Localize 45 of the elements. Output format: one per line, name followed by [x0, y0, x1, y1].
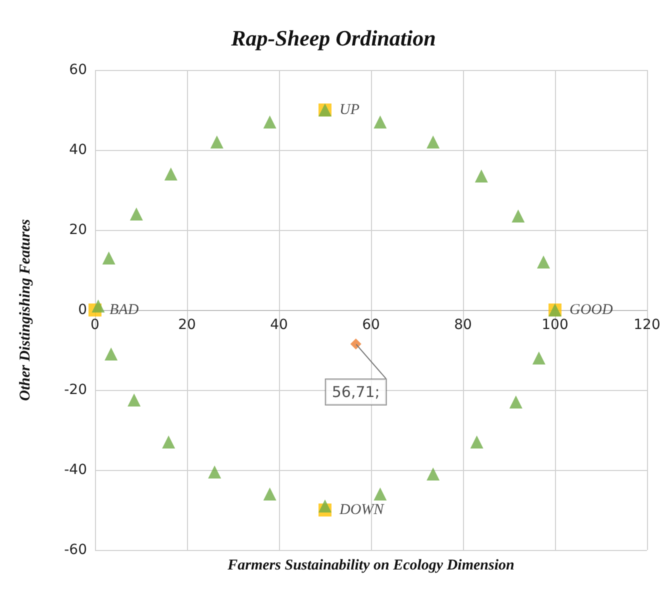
point: [318, 500, 332, 512]
y-tick-label: -20: [64, 382, 87, 398]
chart-title: Rap-Sheep Ordination: [230, 26, 436, 50]
point: [208, 466, 222, 478]
point: [474, 170, 488, 182]
x-tick-label: 100: [542, 317, 568, 333]
point: [263, 116, 276, 128]
y-tick-label: -40: [64, 462, 87, 478]
data-label: BAD: [110, 302, 139, 318]
y-tick-label: -60: [64, 542, 87, 558]
point: [210, 136, 224, 148]
x-tick-label: 60: [362, 317, 380, 333]
point: [130, 208, 143, 220]
x-tick-label: 80: [454, 317, 472, 333]
point: [92, 300, 105, 312]
annotation: 56,71;: [332, 383, 380, 401]
point: [426, 136, 440, 148]
y-axis-title: Other Distingishing Features: [18, 218, 34, 401]
point: [374, 116, 387, 128]
x-tick-label: 120: [634, 317, 660, 333]
x-tick-label: 20: [178, 317, 196, 333]
x-axis-title: Farmers Sustainability on Ecology Dimension: [226, 558, 514, 574]
data-label: UP: [340, 102, 360, 118]
point: [164, 168, 178, 180]
point: [374, 488, 387, 500]
point: [102, 252, 116, 264]
y-tick-label: 20: [69, 222, 87, 238]
point: [470, 436, 484, 448]
point: [512, 210, 525, 222]
point: [426, 468, 440, 480]
point: [532, 352, 546, 364]
point: [263, 488, 276, 500]
data-label: GOOD: [570, 302, 613, 318]
data-label: DOWN: [338, 502, 385, 518]
x-tick-label: 40: [270, 317, 288, 333]
point: [537, 256, 550, 268]
point: [128, 394, 141, 406]
y-tick-label: 40: [69, 142, 87, 158]
point: [509, 396, 522, 408]
point: [104, 348, 118, 360]
x-tick-label: 0: [90, 317, 100, 333]
y-tick-label: 60: [69, 62, 87, 78]
point: [350, 338, 362, 350]
y-tick-label: 0: [78, 302, 87, 318]
point: [162, 436, 176, 448]
